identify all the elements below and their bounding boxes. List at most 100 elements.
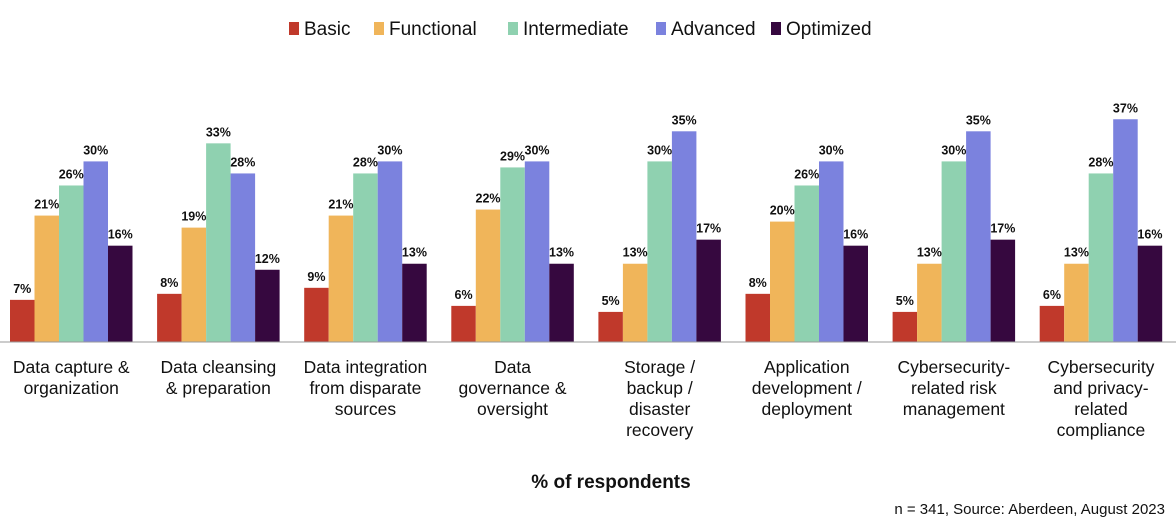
- bar-intermediate-3: [353, 173, 378, 342]
- bar-optimized-7: [990, 239, 1016, 342]
- bar-basic-3: [304, 287, 329, 342]
- bar-basic-6: [745, 293, 770, 342]
- value-label-intermediate-7: 30%: [941, 143, 966, 157]
- category-label-3: Data integration from disparate sources: [304, 357, 428, 419]
- value-label-optimized-4: 13%: [549, 246, 574, 260]
- bar-optimized-5: [696, 239, 721, 342]
- legend-swatch-basic: [289, 22, 299, 35]
- category-label-line: deployment: [762, 399, 853, 419]
- legend-label-functional: Functional: [389, 19, 477, 40]
- bar-basic-2: [157, 293, 182, 342]
- value-label-advanced-4: 30%: [525, 143, 550, 157]
- value-label-functional-2: 19%: [181, 210, 206, 224]
- value-label-intermediate-6: 26%: [794, 167, 819, 181]
- value-label-intermediate-8: 28%: [1088, 155, 1113, 169]
- value-label-intermediate-3: 28%: [353, 155, 378, 169]
- bar-functional-6: [770, 221, 795, 342]
- value-label-intermediate-2: 33%: [206, 125, 231, 139]
- bar-value-labels: 7%21%26%30%16%8%19%33%28%12%9%21%28%30%1…: [13, 101, 1162, 308]
- category-label-line: Cybersecurity: [1047, 357, 1154, 377]
- value-label-functional-4: 22%: [476, 192, 501, 206]
- value-label-basic-1: 7%: [13, 282, 31, 296]
- bar-advanced-2: [230, 173, 256, 342]
- legend-label-basic: Basic: [304, 19, 350, 40]
- bar-basic-5: [598, 311, 623, 342]
- category-label-line: development /: [752, 378, 862, 398]
- category-label-4: Data governance & oversight: [459, 357, 567, 419]
- legend-swatch-functional: [374, 22, 384, 35]
- bar-basic-7: [892, 311, 918, 342]
- bar-functional-4: [475, 209, 501, 342]
- value-label-functional-7: 13%: [917, 246, 942, 260]
- value-label-optimized-1: 16%: [108, 228, 133, 242]
- bar-optimized-2: [255, 269, 280, 342]
- value-label-optimized-8: 16%: [1137, 228, 1162, 242]
- bar-intermediate-1: [59, 185, 84, 342]
- bar-basic-1: [10, 299, 35, 342]
- category-label-line: governance &: [459, 378, 567, 398]
- value-label-advanced-3: 30%: [377, 143, 402, 157]
- bar-intermediate-7: [941, 161, 967, 342]
- category-label-line: Storage /: [624, 357, 695, 377]
- chart-legend: Basic Functional Intermediate Advanced Optim…: [289, 19, 872, 40]
- bar-optimized-6: [843, 245, 868, 342]
- category-label-line: and privacy-: [1053, 378, 1148, 398]
- value-label-intermediate-1: 26%: [59, 167, 84, 181]
- category-label-line: oversight: [477, 399, 548, 419]
- bar-intermediate-5: [647, 161, 672, 342]
- bar-functional-8: [1064, 263, 1089, 342]
- value-label-advanced-1: 30%: [83, 143, 108, 157]
- value-label-advanced-2: 28%: [230, 155, 255, 169]
- bar-functional-1: [34, 215, 59, 342]
- value-label-basic-4: 6%: [455, 288, 473, 302]
- bar-intermediate-4: [500, 167, 525, 342]
- category-label-line: related: [1074, 399, 1128, 419]
- value-label-basic-8: 6%: [1043, 288, 1061, 302]
- bar-advanced-1: [83, 161, 108, 342]
- bar-intermediate-8: [1088, 173, 1114, 342]
- category-label-line: Data: [494, 357, 531, 377]
- legend-label-advanced: Advanced: [671, 19, 756, 40]
- legend-swatch-intermediate: [508, 22, 518, 35]
- value-label-optimized-7: 17%: [990, 222, 1015, 236]
- category-label-line: Application: [764, 357, 850, 377]
- bar-optimized-4: [549, 263, 574, 342]
- value-label-functional-8: 13%: [1064, 246, 1089, 260]
- value-label-optimized-2: 12%: [255, 252, 280, 266]
- category-label-line: Data cleansing: [160, 357, 276, 377]
- value-label-basic-2: 8%: [160, 276, 178, 290]
- bar-advanced-8: [1113, 119, 1138, 342]
- legend-swatch-optimized: [771, 22, 781, 35]
- value-label-optimized-6: 16%: [843, 228, 868, 242]
- category-label-line: management: [903, 399, 1005, 419]
- bar-basic-8: [1039, 305, 1065, 342]
- category-label-2: Data cleansing & preparation: [160, 357, 276, 398]
- category-label-line: recovery: [626, 420, 693, 440]
- category-label-line: compliance: [1057, 420, 1146, 440]
- value-label-optimized-5: 17%: [696, 222, 721, 236]
- category-label-line: sources: [335, 399, 397, 419]
- category-label-7: Cybersecurity-related risk management: [897, 357, 1010, 419]
- value-label-advanced-5: 35%: [672, 113, 697, 127]
- value-label-functional-1: 21%: [34, 198, 59, 212]
- value-label-basic-3: 9%: [307, 270, 325, 284]
- category-labels: Data capture & organization Data cleansing…: [13, 357, 1155, 440]
- category-label-6: Application development / deployment: [752, 357, 862, 419]
- value-label-functional-6: 20%: [770, 204, 795, 218]
- category-label-8: Cybersecurity and privacy-related complian…: [1047, 357, 1154, 440]
- bar-optimized-3: [402, 263, 427, 342]
- value-label-functional-5: 13%: [623, 246, 648, 260]
- bar-advanced-6: [819, 161, 844, 342]
- value-label-basic-5: 5%: [602, 294, 620, 308]
- bar-advanced-3: [377, 161, 403, 342]
- value-label-basic-7: 5%: [896, 294, 914, 308]
- bar-advanced-4: [524, 161, 550, 342]
- bar-functional-5: [622, 263, 648, 342]
- category-label-line: Cybersecurity-: [897, 357, 1010, 377]
- value-label-functional-3: 21%: [328, 198, 353, 212]
- category-label-line: from disparate: [310, 378, 422, 398]
- bar-basic-4: [451, 305, 476, 342]
- bar-optimized-8: [1137, 245, 1163, 342]
